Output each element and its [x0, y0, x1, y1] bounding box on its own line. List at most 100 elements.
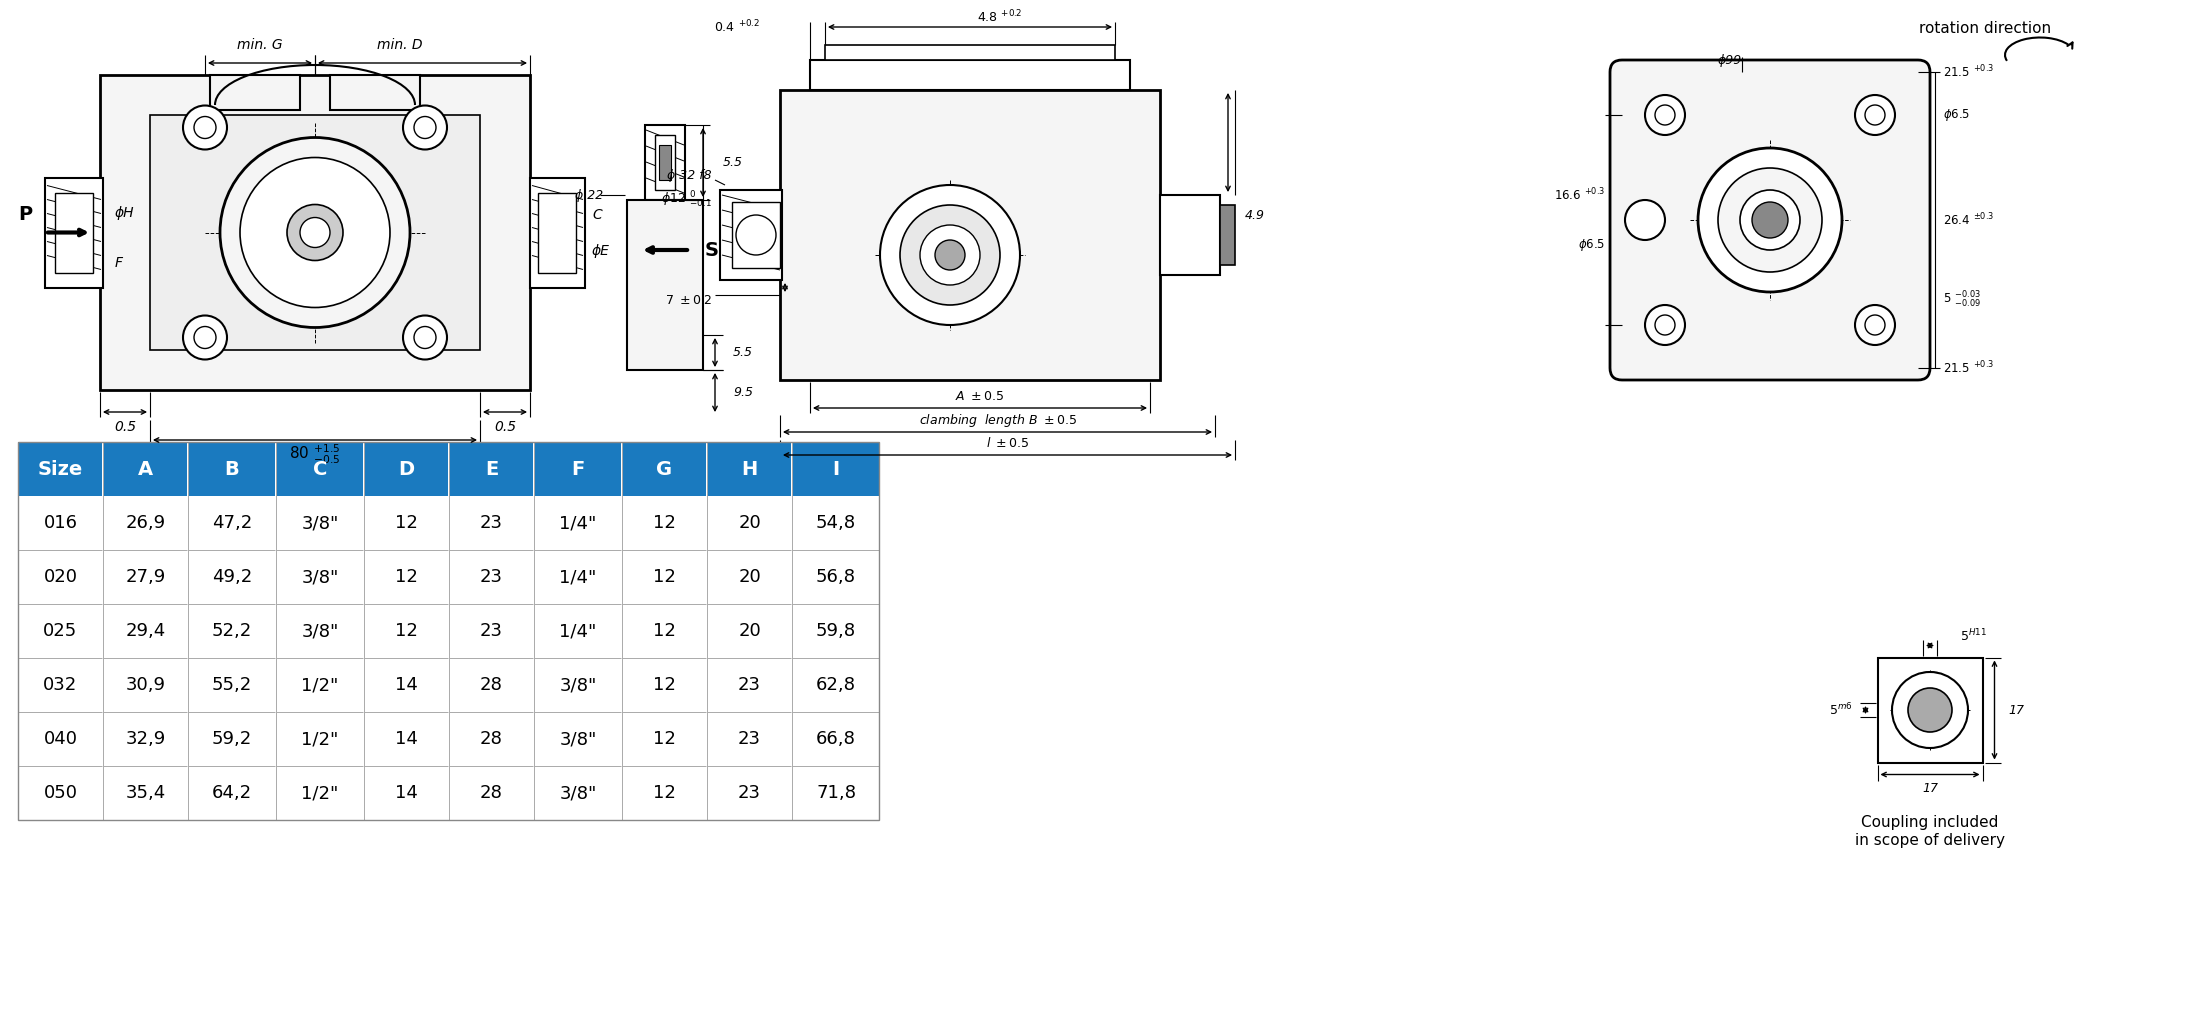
Text: 66,8: 66,8: [815, 730, 857, 748]
Text: 52,2: 52,2: [212, 622, 251, 640]
Circle shape: [184, 316, 227, 360]
Bar: [188, 442, 275, 496]
Circle shape: [1751, 202, 1788, 238]
Text: $l\ \pm0.5$: $l\ \pm0.5$: [986, 436, 1030, 450]
Text: ϕ 22: ϕ 22: [575, 188, 603, 201]
Text: 17: 17: [1921, 782, 1939, 795]
Text: ϕ99: ϕ99: [1718, 53, 1742, 66]
Text: $5^{m6}$: $5^{m6}$: [1830, 702, 1852, 718]
Bar: [780, 90, 1161, 380]
Text: 59,2: 59,2: [212, 730, 251, 748]
Bar: [46, 178, 103, 287]
Bar: [732, 202, 780, 268]
Bar: [275, 442, 363, 496]
Bar: [1220, 205, 1235, 265]
Circle shape: [1908, 688, 1952, 732]
Text: 12: 12: [396, 514, 418, 532]
Text: 49,2: 49,2: [212, 568, 251, 586]
Text: $21.5\ ^{+0.3}$: $21.5\ ^{+0.3}$: [1943, 63, 1994, 81]
Circle shape: [195, 326, 216, 349]
Text: 71,8: 71,8: [815, 784, 857, 802]
Text: E: E: [485, 460, 498, 478]
Bar: [824, 45, 1115, 60]
Text: $A\ \pm0.5$: $A\ \pm0.5$: [955, 389, 1006, 403]
Text: 23: 23: [739, 676, 761, 694]
Text: $\phi6.5$: $\phi6.5$: [1943, 107, 1970, 123]
Bar: [1762, 190, 1777, 202]
Text: A: A: [138, 460, 153, 478]
Bar: [623, 442, 706, 496]
Text: 14: 14: [396, 676, 418, 694]
Circle shape: [1718, 168, 1821, 272]
Text: 9.5: 9.5: [732, 385, 752, 399]
Text: 12: 12: [654, 676, 675, 694]
Text: 3/8": 3/8": [560, 676, 597, 694]
Circle shape: [286, 204, 343, 261]
Circle shape: [299, 218, 330, 247]
Text: 54,8: 54,8: [815, 514, 857, 532]
Text: 12: 12: [654, 514, 675, 532]
Circle shape: [413, 117, 435, 139]
Text: 23: 23: [481, 568, 503, 586]
Text: P: P: [17, 205, 33, 224]
Circle shape: [221, 138, 411, 327]
Bar: [533, 442, 621, 496]
Text: 32,9: 32,9: [125, 730, 166, 748]
Text: 23: 23: [739, 784, 761, 802]
Bar: [658, 145, 671, 180]
Circle shape: [402, 105, 446, 149]
Circle shape: [881, 185, 1021, 325]
Bar: [365, 442, 448, 496]
Circle shape: [1740, 190, 1799, 250]
Text: I: I: [833, 460, 839, 478]
Circle shape: [184, 105, 227, 149]
Text: 29,4: 29,4: [125, 622, 166, 640]
Bar: [330, 75, 420, 110]
Circle shape: [1865, 315, 1884, 335]
Text: 0.5: 0.5: [494, 420, 516, 434]
Text: 35,4: 35,4: [125, 784, 166, 802]
Bar: [101, 75, 529, 390]
Text: 12: 12: [654, 622, 675, 640]
Circle shape: [1646, 305, 1685, 345]
Text: 28: 28: [481, 730, 503, 748]
Text: $\phi6.5$: $\phi6.5$: [1578, 237, 1605, 253]
Bar: [791, 442, 879, 496]
Text: 27,9: 27,9: [125, 568, 166, 586]
Text: F: F: [116, 256, 122, 270]
Text: 1/4": 1/4": [560, 514, 597, 532]
Text: 23: 23: [481, 514, 503, 532]
Bar: [55, 192, 94, 273]
FancyBboxPatch shape: [1611, 60, 1930, 380]
Text: clambing  length $B\ \pm0.5$: clambing length $B\ \pm0.5$: [918, 412, 1076, 428]
Bar: [538, 192, 575, 273]
Text: 47,2: 47,2: [212, 514, 251, 532]
Text: 3/8": 3/8": [302, 568, 339, 586]
Text: $5\ ^{-0.03}_{-0.09}$: $5\ ^{-0.03}_{-0.09}$: [1943, 290, 1981, 310]
Text: Size: Size: [37, 460, 83, 478]
Text: min. G: min. G: [238, 38, 282, 52]
Text: rotation direction: rotation direction: [1919, 20, 2050, 36]
Bar: [448, 442, 533, 496]
Text: in scope of delivery: in scope of delivery: [1856, 833, 2005, 848]
Text: 20: 20: [739, 568, 761, 586]
Bar: [719, 190, 783, 280]
Circle shape: [1865, 105, 1884, 125]
Text: 20: 20: [739, 622, 761, 640]
Text: 1/4": 1/4": [560, 568, 597, 586]
Text: ϕE: ϕE: [592, 243, 610, 258]
Circle shape: [1655, 105, 1674, 125]
Text: D: D: [398, 460, 415, 478]
Text: 025: 025: [44, 622, 79, 640]
Bar: [627, 200, 704, 370]
Circle shape: [402, 316, 446, 360]
Bar: [210, 75, 299, 110]
Circle shape: [1856, 95, 1895, 135]
Circle shape: [1646, 95, 1685, 135]
Text: 3/8": 3/8": [302, 514, 339, 532]
Text: min. D: min. D: [378, 38, 422, 52]
Bar: [17, 442, 879, 820]
Circle shape: [195, 117, 216, 139]
Bar: [645, 125, 684, 200]
Text: 4.9: 4.9: [1246, 208, 1266, 222]
